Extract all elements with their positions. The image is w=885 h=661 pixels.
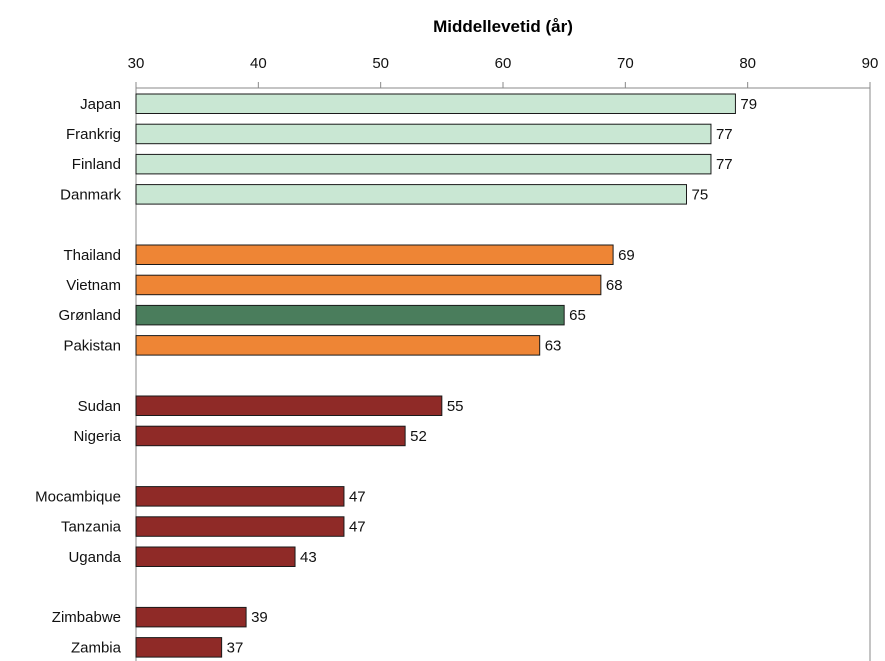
value-label-zimbabwe: 39: [251, 609, 268, 626]
tick-label: 60: [495, 55, 512, 72]
category-label-uganda: Uganda: [68, 549, 121, 566]
bar-mocambique: [135, 486, 345, 507]
value-label-sudan: 55: [447, 398, 464, 415]
category-label-zimbabwe: Zimbabwe: [52, 609, 121, 626]
bar-tanzania: [135, 516, 345, 537]
bar-frankrig: [135, 123, 712, 145]
value-label-tanzania: 47: [349, 519, 366, 536]
value-label-frankrig: 77: [716, 126, 733, 143]
value-label-mocambique: 47: [349, 488, 366, 505]
category-label-gronland: Grønland: [58, 307, 121, 324]
bar-finland: [135, 153, 712, 175]
category-label-thailand: Thailand: [63, 247, 121, 264]
tick-label: 40: [250, 55, 267, 72]
value-label-vietnam: 68: [606, 277, 623, 294]
bar-vietnam: [135, 274, 602, 296]
bar-thailand: [135, 244, 614, 265]
category-label-mocambique: Mocambique: [35, 488, 121, 505]
category-label-vietnam: Vietnam: [66, 277, 121, 294]
bar-sudan: [135, 395, 443, 416]
tick-label: 50: [372, 55, 389, 72]
category-label-japan: Japan: [80, 96, 121, 113]
category-label-danmark: Danmark: [60, 186, 121, 203]
category-label-tanzania: Tanzania: [61, 519, 122, 536]
bar-zambia: [135, 637, 223, 658]
category-label-finland: Finland: [72, 156, 121, 173]
value-label-gronland: 65: [569, 307, 586, 324]
tick-label: 90: [862, 55, 879, 72]
value-label-uganda: 43: [300, 549, 317, 566]
bar-nigeria: [135, 425, 406, 447]
category-label-zambia: Zambia: [71, 639, 122, 656]
value-label-zambia: 37: [227, 639, 244, 656]
value-label-danmark: 75: [692, 186, 709, 203]
category-label-sudan: Sudan: [78, 398, 121, 415]
bar-danmark: [135, 184, 687, 205]
value-labels: 79 77 77 75 69 68 65 63 55 52 47 47 43 39 37: [227, 96, 757, 657]
value-label-pakistan: 63: [545, 337, 562, 354]
category-label-frankrig: Frankrig: [66, 126, 121, 143]
bars: [135, 93, 736, 658]
bar-zimbabwe: [135, 606, 247, 628]
value-label-nigeria: 52: [410, 428, 427, 445]
category-label-pakistan: Pakistan: [63, 337, 121, 354]
tick-label: 70: [617, 55, 634, 72]
value-label-japan: 79: [740, 96, 757, 113]
value-label-thailand: 69: [618, 247, 635, 264]
category-labels: Japan Frankrig Finland Danmark Thailand Vietn…: [35, 96, 122, 657]
chart-title: Middellevetid (år): [433, 17, 573, 36]
bar-gronland: [135, 304, 565, 326]
tick-label: 30: [128, 55, 145, 72]
x-axis-ticks: 30 40 50 60 70 80 90: [128, 55, 879, 661]
bar-uganda: [135, 546, 296, 567]
bar-japan: [135, 93, 736, 114]
tick-label: 80: [739, 55, 756, 72]
value-label-finland: 77: [716, 156, 733, 173]
category-label-nigeria: Nigeria: [73, 428, 121, 445]
bar-pakistan: [135, 335, 541, 356]
